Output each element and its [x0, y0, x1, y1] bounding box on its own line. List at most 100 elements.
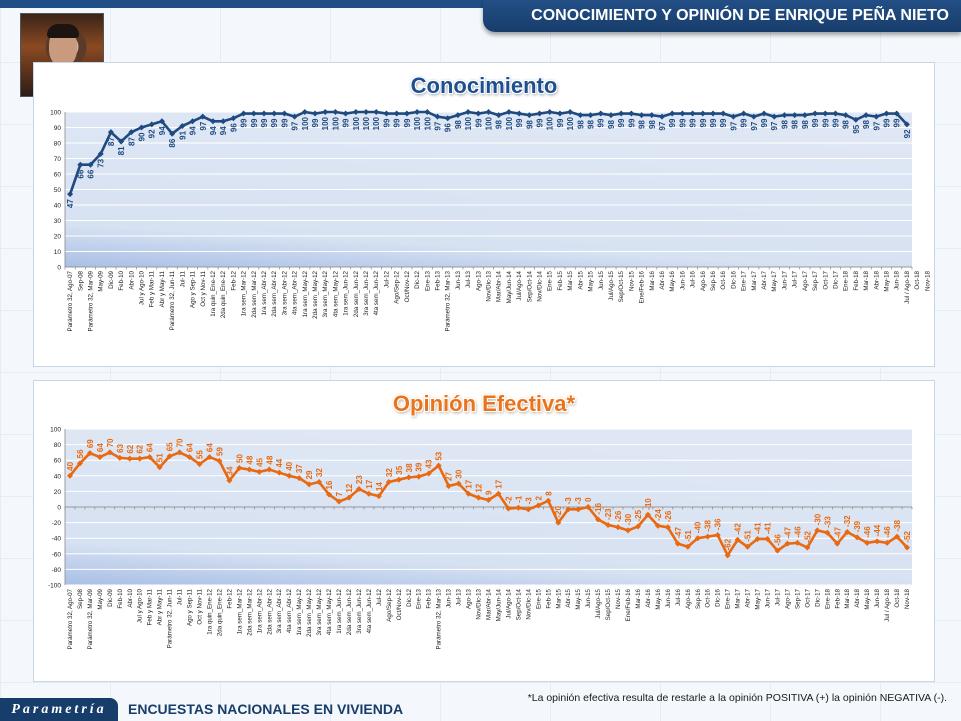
x-tick-label: Jul-16	[690, 270, 697, 287]
x-tick-label: Nov/Dic-13	[476, 588, 483, 619]
data-label: 44	[275, 458, 284, 467]
data-label: 100	[301, 116, 310, 130]
data-point	[814, 527, 821, 534]
data-point	[415, 473, 422, 480]
data-point	[66, 472, 73, 479]
x-tick-label: Jul / Ago-18	[884, 588, 891, 621]
data-label: 100	[413, 116, 422, 130]
y-tick-label: 20	[54, 489, 62, 496]
data-point	[455, 480, 462, 487]
x-tick-label: Jun-18	[894, 270, 901, 289]
data-label: 94	[189, 126, 198, 135]
data-label: 99	[740, 118, 749, 127]
data-point	[577, 112, 584, 119]
data-point	[312, 110, 319, 117]
data-point	[128, 129, 135, 136]
data-label: 87	[107, 137, 116, 146]
data-point	[575, 506, 582, 513]
data-point	[654, 522, 661, 529]
x-tick-label: Abr-15	[577, 270, 584, 289]
y-tick-label: 100	[50, 110, 61, 117]
data-point	[618, 110, 625, 117]
data-label: -52	[903, 530, 912, 542]
page-title-text: CONOCIMIENTO Y OPINIÓN DE ENRIQUE PEÑA N…	[531, 7, 949, 24]
x-tick-label: Sep-16	[710, 270, 717, 291]
data-point	[689, 110, 696, 117]
data-point	[720, 110, 727, 117]
x-tick-label: Mar-17	[735, 588, 742, 608]
data-label: -38	[704, 520, 713, 532]
data-point	[658, 113, 665, 120]
data-label: 99	[597, 118, 606, 127]
data-label: 12	[475, 483, 484, 492]
data-label: -20	[554, 505, 563, 517]
data-point	[874, 538, 881, 545]
data-label: 97	[291, 121, 300, 130]
x-tick-label: Parámetro 32, Mar-09	[88, 270, 95, 331]
x-tick-label: Oct-16	[720, 270, 727, 289]
data-point	[844, 528, 851, 535]
x-tick-label: Abr-16	[659, 270, 666, 289]
x-tick-label: 2da quin_Ene-12	[216, 588, 223, 636]
y-tick-label: 40	[54, 203, 62, 210]
x-tick-label: Jul/Ago-14	[516, 270, 523, 300]
data-label: 98	[587, 120, 596, 129]
x-tick-label: Ago/Sep-12	[386, 588, 393, 621]
data-label: 99	[393, 118, 402, 127]
x-tick-label: Jun-15	[598, 270, 605, 289]
x-tick-label: 2da sem_Jun-12	[353, 270, 360, 317]
data-point	[546, 109, 553, 115]
data-point	[276, 469, 283, 476]
data-point	[256, 468, 263, 475]
data-label: 66	[76, 169, 85, 178]
data-label: 64	[96, 443, 105, 452]
data-label: 91	[178, 130, 187, 139]
data-label: -3	[564, 497, 573, 505]
data-label: 39	[415, 462, 424, 471]
data-label: 99	[760, 118, 769, 127]
data-label: 98	[495, 120, 504, 129]
data-point	[556, 110, 563, 117]
y-tick-label: 30	[54, 218, 62, 225]
data-point	[444, 115, 451, 122]
data-point	[567, 109, 574, 115]
x-tick-label: Parámetro 32, Jun-11	[167, 588, 174, 648]
data-label: 38	[405, 463, 414, 472]
data-label: 97	[433, 121, 442, 130]
data-point	[525, 506, 532, 513]
data-point	[903, 121, 910, 128]
data-label: 27	[445, 471, 454, 480]
data-point	[87, 161, 94, 168]
x-tick-label: 3ra sem_May-12	[316, 588, 323, 635]
data-label: 97	[750, 121, 759, 130]
data-point	[216, 457, 223, 464]
data-label: -51	[684, 530, 693, 542]
data-label: 37	[295, 464, 304, 473]
x-tick-label: Oct/Nov-12	[404, 270, 411, 302]
x-tick-label: 2da sem_Abr-12	[266, 588, 273, 634]
x-tick-label: Jul / Ago-18	[904, 270, 911, 303]
data-point	[555, 519, 562, 526]
data-point	[628, 110, 635, 117]
x-tick-label: Jul-17	[774, 588, 781, 605]
data-point	[679, 110, 686, 117]
data-point	[322, 109, 329, 115]
x-tick-label: Nov-15	[628, 270, 635, 291]
data-label: 98	[607, 120, 616, 129]
data-point	[96, 454, 103, 461]
data-point	[118, 138, 125, 145]
data-point	[271, 110, 278, 117]
footnote: *La opinión efectiva resulta de restarle…	[527, 692, 947, 704]
data-point	[240, 110, 247, 117]
data-label: 99	[882, 118, 891, 127]
x-tick-label: May-18	[883, 270, 890, 291]
x-tick-label: Nov/Dic-14	[525, 588, 532, 619]
data-point	[883, 110, 890, 117]
x-tick-label: Ene-13	[424, 270, 431, 291]
data-label: -36	[714, 518, 723, 530]
data-label: 50	[235, 454, 244, 463]
data-label: 29	[305, 470, 314, 479]
x-tick-label: Jul-11	[179, 270, 186, 287]
x-tick-label: Feb-10	[118, 270, 125, 290]
data-label: 99	[403, 118, 412, 127]
